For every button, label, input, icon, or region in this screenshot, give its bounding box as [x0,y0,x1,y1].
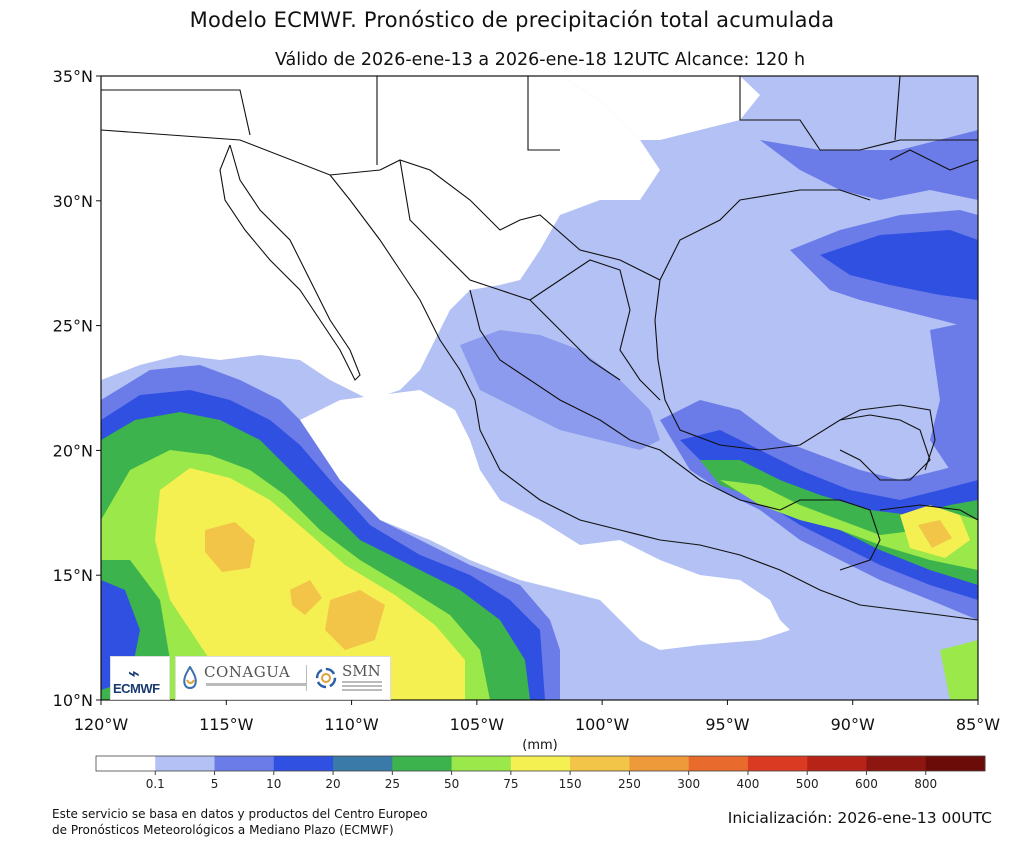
colorbar-swatch [570,756,630,771]
colorbar-swatch [333,756,393,771]
colorbar-swatch [925,756,986,771]
colorbar-swatch [451,756,512,771]
conagua-subtitle-mark [206,683,306,686]
florida [889,149,979,171]
source-note-line2: de Pronósticos Meteorológicos a Mediano … [52,823,394,837]
ecmwf-mark-icon: ⌁ [128,661,141,685]
lat-label: 25°N [53,317,93,336]
units-label: (mm) [522,738,558,753]
lon-label: 95°W [705,715,749,734]
map-title: Modelo ECMWF. Pronóstico de precipitació… [189,8,835,32]
map-subtitle: Válido de 2026-ene-13 a 2026-ene-18 12UT… [274,50,806,70]
borders [100,75,979,621]
band-250-patch-3 [325,590,385,650]
source-note-line1: Este servicio se basa en datos y product… [52,807,428,821]
latitude-axis: 35°N 30°N 25°N 20°N 15°N 10°N [53,67,101,710]
colorbar-swatch [96,756,156,771]
band-10-gulf-east [820,230,978,300]
state-lines-3 [529,259,661,401]
dry-area-gulf [101,78,170,80]
ecmwf-logo: ⌁ ECMWF [110,656,170,700]
colorbar-swatch [807,756,867,771]
lat-label: 30°N [53,192,93,211]
colorbar-swatch [214,756,275,771]
lat-label: 10°N [53,691,93,710]
us-states-4 [894,75,901,141]
colorbar-swatch [629,756,690,771]
lon-label: 110°W [324,715,379,734]
plot-frame [100,75,979,701]
mainland-coast-west [329,174,979,621]
lon-label: 120°W [74,715,129,734]
colorbar-tick-label: 400 [736,777,759,791]
baja-coast [219,144,361,381]
lon-label: 105°W [450,715,505,734]
lat-label: 35°N [53,67,93,86]
lat-label: 20°N [53,441,93,460]
colorbar-tick-label: 0.1 [146,777,165,791]
us-states-3 [739,76,978,151]
logo-separator [306,665,307,691]
band-5-central-plateau [460,330,660,450]
conagua-logo-text: CONAGUA [204,663,291,681]
ecmwf-logo-text: ECMWF [113,681,160,696]
colorbar-swatch [747,756,808,771]
us-states-5 [101,89,251,136]
band-5-caribbean [930,320,978,470]
band-250-patch-2 [290,580,322,615]
colorbar-tick-label: 500 [796,777,819,791]
colorbar-swatch [155,756,216,771]
colorbar-swatch [688,756,749,771]
dry-area-north-2 [560,76,760,140]
colorbar-tick-label: 5 [211,777,219,791]
smn-logo-text: SMN [342,662,381,680]
colorbar-swatch [273,756,334,771]
lon-label: 115°W [199,715,254,734]
band-250-honduras [918,520,952,548]
band-5-panama [940,640,978,700]
precipitation-field [101,76,978,700]
honduras-border [879,504,979,521]
colorbar-swatch [510,756,571,771]
lat-label: 15°N [53,566,93,585]
partner-logos: CONAGUA SMN [175,656,391,700]
lon-label: 100°W [575,715,630,734]
source-note: Este servicio se basa en datos y product… [52,806,572,838]
band-250-patch-1 [205,522,255,572]
yucatan-coast [839,404,936,471]
colorbar: 0.1 5 10 20 25 50 75 150 250 300 400 500 600 800 [95,755,986,791]
colorbar-tick-label: 150 [559,777,582,791]
conagua-drop-icon [183,666,197,689]
colorbar-swatch [392,756,453,771]
smn-subtitle-mark [342,681,382,691]
colorbar-tick-label: 800 [914,777,937,791]
colorbar-tick-label: 25 [385,777,400,791]
band-5-gulf-north [760,130,978,200]
state-lines-2 [469,289,781,511]
us-states-2 [527,76,560,151]
colorbar-tick-label: 75 [503,777,518,791]
dry-area-north [101,76,660,400]
colorbar-tick-label: 250 [618,777,641,791]
colorbar-tick-label: 300 [677,777,700,791]
colorbar-tick-label: 10 [266,777,281,791]
initialization-time: Inicialización: 2026-ene-13 00UTC [727,809,992,827]
colorbar-frame [95,755,986,772]
colorbar-tick-label: 600 [855,777,878,791]
state-lines-1 [399,159,621,381]
colorbar-swatch [866,756,927,771]
longitude-axis: 120°W 115°W 110°W 105°W 100°W 95°W 90°W 85°W [74,700,1000,734]
dry-area-pacific [300,390,780,650]
smn-swirl-icon [315,667,337,689]
guatemala-border [779,499,881,571]
dry-area-pacific-2 [650,590,790,640]
us-border [100,129,871,281]
colorbar-tick-label: 20 [325,777,340,791]
lon-label: 85°W [956,715,1000,734]
colorbar-tick-label: 50 [444,777,459,791]
lon-label: 90°W [831,715,875,734]
